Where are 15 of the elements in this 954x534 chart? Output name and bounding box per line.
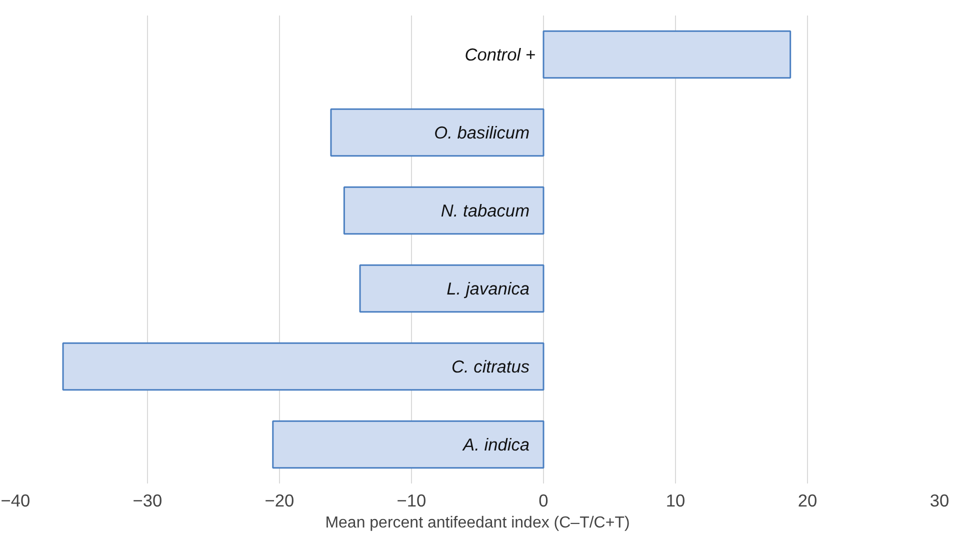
y-tick-label: A. indica <box>462 434 530 454</box>
x-tick-label: −20 <box>264 490 294 510</box>
y-tick-label: Control + <box>464 44 536 64</box>
x-tick-label: 10 <box>666 490 686 510</box>
x-tick-label: 30 <box>930 490 950 510</box>
x-tick-label: −40 <box>0 490 30 510</box>
x-tick-label: −30 <box>132 490 162 510</box>
x-tick-label: 0 <box>538 490 548 510</box>
y-tick-label: C. citratus <box>452 356 530 376</box>
y-tick-label: O. basilicum <box>434 122 530 142</box>
x-axis-title: Mean percent antifeedant index (C–T/C+T) <box>325 514 630 532</box>
x-tick-label: −10 <box>396 490 426 510</box>
y-tick-label: N. tabacum <box>440 200 530 220</box>
x-tick-label: 20 <box>798 490 818 510</box>
y-tick-label: L. javanica <box>446 278 530 298</box>
